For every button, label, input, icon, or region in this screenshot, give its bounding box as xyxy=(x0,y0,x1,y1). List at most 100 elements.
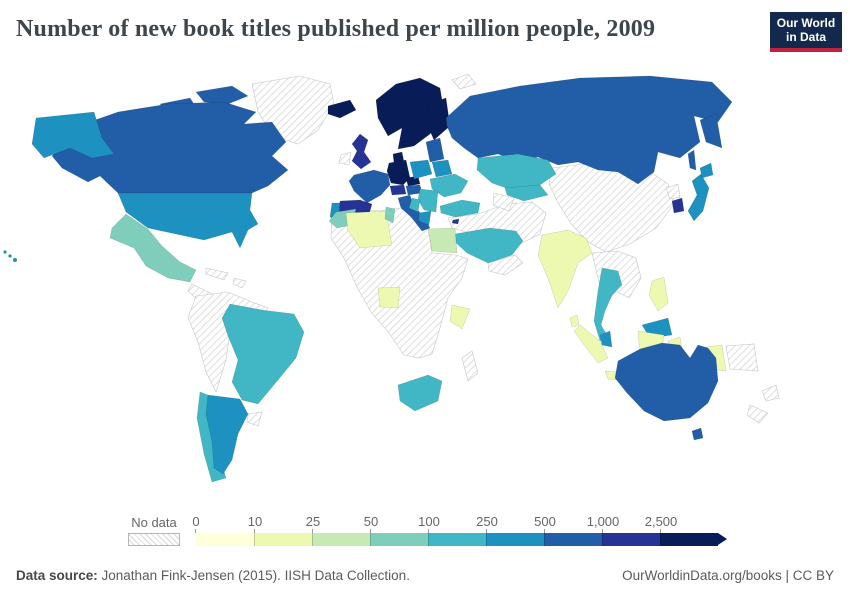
region-brazil[interactable] xyxy=(221,303,305,405)
hawaii-island[interactable] xyxy=(13,258,17,262)
region-thailand[interactable] xyxy=(593,267,623,342)
region-madagascar-no-data[interactable] xyxy=(461,350,479,382)
legend-bin-500-1000[interactable]: 500 xyxy=(534,514,602,546)
region-poland[interactable] xyxy=(409,159,433,180)
legend-arrow xyxy=(718,533,727,545)
region-japan[interactable] xyxy=(687,173,710,222)
legend-tick-mark xyxy=(486,529,487,533)
region-united-kingdom[interactable] xyxy=(351,133,372,170)
region-malaysia-peninsula[interactable] xyxy=(599,330,613,348)
region-germany[interactable] xyxy=(386,159,411,186)
legend-tick: 0 xyxy=(192,514,200,529)
legend-tick-mark xyxy=(428,529,429,533)
legend-tick-mark xyxy=(602,529,603,533)
legend-tick: 100 xyxy=(418,514,440,529)
region-canada-arctic[interactable] xyxy=(195,85,249,105)
legend-bin-2500-plus[interactable]: 2,500 xyxy=(645,514,718,546)
region-yemen-oman-no-data[interactable] xyxy=(487,254,524,276)
region-new-zealand-south-no-data[interactable] xyxy=(746,404,769,424)
region-papua-new-guinea-no-data[interactable] xyxy=(725,343,759,372)
legend-bin-250-500[interactable]: 250 xyxy=(476,514,544,546)
region-hispaniola-no-data[interactable] xyxy=(232,277,247,289)
region-argentina[interactable] xyxy=(205,394,249,475)
hawaii-island[interactable] xyxy=(3,250,7,254)
region-central-asia[interactable] xyxy=(504,184,549,202)
region-sumatra[interactable] xyxy=(573,324,609,364)
region-middle-east-no-data[interactable] xyxy=(447,201,547,246)
region-turkey[interactable] xyxy=(439,199,481,218)
legend-bin-100-250[interactable]: 100 xyxy=(418,514,486,546)
region-sakhalin[interactable] xyxy=(687,149,697,171)
region-ireland-no-data[interactable] xyxy=(338,151,352,166)
legend-bin-0-10[interactable]: 0 xyxy=(192,514,254,546)
legend-tick: 250 xyxy=(476,514,498,529)
region-belarus[interactable] xyxy=(431,159,453,178)
region-egypt[interactable] xyxy=(427,227,458,254)
owid-logo-line1: Our World xyxy=(776,16,836,30)
region-united-states[interactable] xyxy=(117,192,259,249)
no-data-swatch[interactable] xyxy=(128,533,180,546)
region-nigeria[interactable] xyxy=(377,286,401,309)
legend-tick: 10 xyxy=(247,514,263,529)
legend-color-bins: 0 10 25 50 100 250 500 1,000 xyxy=(192,514,727,546)
legend-tick-mark xyxy=(370,529,371,533)
legend-tick: 25 xyxy=(305,514,321,529)
region-switzerland[interactable] xyxy=(389,184,407,196)
region-romania-bulgaria[interactable] xyxy=(417,188,439,213)
attribution-link[interactable]: OurWorldinData.org/books | CC BY xyxy=(622,568,834,583)
region-cyprus[interactable] xyxy=(451,218,460,225)
region-north-korea-no-data[interactable] xyxy=(665,183,681,200)
region-india[interactable] xyxy=(537,229,593,309)
legend-bin-1000-2500[interactable]: 1,000 xyxy=(587,514,660,546)
no-data-label: No data xyxy=(131,515,177,530)
legend-tick-mark xyxy=(195,529,196,533)
hawaii-island[interactable] xyxy=(8,254,12,258)
region-australia[interactable] xyxy=(614,342,719,422)
region-greece[interactable] xyxy=(418,210,432,226)
region-canada[interactable] xyxy=(51,101,289,194)
legend-bin-25-50[interactable]: 25 xyxy=(306,514,370,546)
footer: Data source: Jonathan Fink-Jensen (2015)… xyxy=(16,568,834,583)
region-kenya[interactable] xyxy=(449,304,471,330)
legend-tick: 500 xyxy=(534,514,556,529)
legend-bin-10-25[interactable]: 10 xyxy=(248,514,312,546)
legend-tick-mark xyxy=(312,529,313,533)
region-tasmania[interactable] xyxy=(691,427,704,441)
region-baltics[interactable] xyxy=(425,137,445,163)
region-iceland[interactable] xyxy=(327,99,357,119)
legend-tick-mark xyxy=(544,529,545,533)
region-finland[interactable] xyxy=(425,97,451,141)
region-south-africa[interactable] xyxy=(397,374,443,412)
owid-logo[interactable]: Our World in Data xyxy=(770,12,842,52)
data-source-label: Data source: xyxy=(16,568,98,583)
region-uruguay-no-data[interactable] xyxy=(246,411,263,427)
region-south-korea[interactable] xyxy=(671,197,685,214)
legend-bin-50-100[interactable]: 50 xyxy=(364,514,428,546)
legend-tick: 50 xyxy=(363,514,379,529)
region-hawaii[interactable] xyxy=(3,250,17,262)
region-turkmenistan-no-data[interactable] xyxy=(492,192,515,212)
data-source-text: Jonathan Fink-Jensen (2015). IISH Data C… xyxy=(97,568,410,583)
legend-tick: 2,500 xyxy=(644,514,678,529)
region-algeria[interactable] xyxy=(345,210,393,249)
region-philippines[interactable] xyxy=(648,276,669,312)
legend-tick-mark xyxy=(254,529,255,533)
region-hokkaido[interactable] xyxy=(699,162,714,179)
region-alaska[interactable] xyxy=(31,111,115,159)
region-ukraine[interactable] xyxy=(429,173,469,198)
region-cuba-no-data[interactable] xyxy=(205,267,229,281)
region-svalbard-no-data[interactable] xyxy=(451,73,477,90)
region-tunisia[interactable] xyxy=(384,206,396,224)
region-kamchatka[interactable] xyxy=(699,113,723,149)
region-norway-sweden[interactable] xyxy=(375,77,445,150)
owid-logo-line2: in Data xyxy=(785,30,826,44)
region-mexico[interactable] xyxy=(109,213,197,283)
region-sri-lanka[interactable] xyxy=(569,314,580,328)
region-france[interactable] xyxy=(348,169,391,204)
region-serbia[interactable] xyxy=(408,197,421,213)
page-title: Number of new book titles published per … xyxy=(16,16,656,42)
region-kazakhstan[interactable] xyxy=(476,153,557,192)
region-new-zealand-north-no-data[interactable] xyxy=(761,384,780,402)
region-saudi-arabia[interactable] xyxy=(453,227,524,264)
